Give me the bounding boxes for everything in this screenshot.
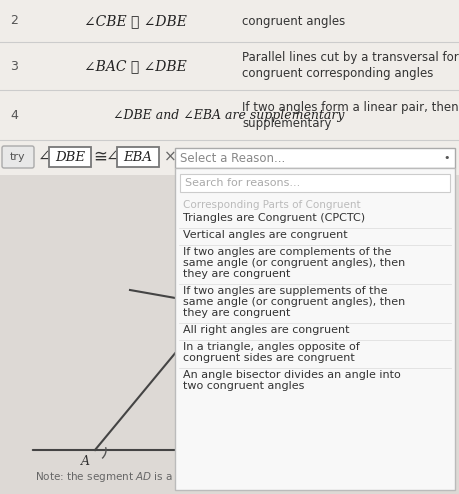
Text: 3: 3: [10, 59, 18, 73]
FancyBboxPatch shape: [2, 146, 34, 168]
Text: congruent angles: congruent angles: [242, 14, 345, 28]
Text: same angle (or congruent angles), then: same angle (or congruent angles), then: [183, 258, 405, 268]
Text: ∠: ∠: [106, 150, 119, 164]
Text: Search for reasons...: Search for reasons...: [185, 178, 300, 188]
Text: If two angles are complements of the: If two angles are complements of the: [183, 247, 392, 257]
Polygon shape: [204, 292, 219, 305]
FancyBboxPatch shape: [117, 147, 159, 167]
Text: same angle (or congruent angles), then: same angle (or congruent angles), then: [183, 297, 405, 307]
Text: they are congruent: they are congruent: [183, 269, 291, 279]
Text: Vertical angles are congruent: Vertical angles are congruent: [183, 230, 347, 240]
Text: ∠CBE ≅ ∠DBE: ∠CBE ≅ ∠DBE: [84, 14, 186, 28]
Text: ∠DBE and ∠EBA are supplementary: ∠DBE and ∠EBA are supplementary: [113, 109, 345, 122]
Text: congruent corresponding angles: congruent corresponding angles: [242, 68, 433, 81]
Text: 4: 4: [10, 109, 18, 122]
Text: DBE: DBE: [55, 151, 85, 164]
Text: Select a Reason...: Select a Reason...: [180, 152, 285, 165]
Text: If two angles form a linear pair, then they are: If two angles form a linear pair, then t…: [242, 100, 459, 114]
Text: In a triangle, angles opposite of: In a triangle, angles opposite of: [183, 342, 360, 352]
Text: B: B: [221, 288, 230, 301]
Text: two congruent angles: two congruent angles: [183, 381, 304, 391]
Text: Parallel lines cut by a transversal form: Parallel lines cut by a transversal form: [242, 51, 459, 65]
Text: ×: ×: [164, 150, 177, 165]
Text: ≅: ≅: [93, 148, 107, 166]
Text: ∠BAC ≅ ∠DBE: ∠BAC ≅ ∠DBE: [84, 59, 186, 73]
FancyBboxPatch shape: [175, 148, 455, 168]
Text: An angle bisector divides an angle into: An angle bisector divides an angle into: [183, 370, 401, 380]
Text: congruent sides are congruent: congruent sides are congruent: [183, 353, 355, 363]
Text: try: try: [10, 152, 26, 162]
FancyBboxPatch shape: [180, 174, 450, 192]
Text: 2: 2: [10, 14, 18, 28]
Text: Note: the segment $AD$ is a straight segment: Note: the segment $AD$ is a straight seg…: [35, 470, 266, 484]
FancyBboxPatch shape: [175, 168, 455, 490]
Text: A: A: [81, 455, 90, 468]
Text: ∠: ∠: [38, 150, 51, 164]
Text: Triangles are Congruent (CPCTC): Triangles are Congruent (CPCTC): [183, 213, 365, 223]
Text: If two angles are supplements of the: If two angles are supplements of the: [183, 286, 387, 296]
Text: they are congruent: they are congruent: [183, 308, 291, 318]
Text: supplementary: supplementary: [242, 117, 331, 129]
Bar: [0, 0, 459, 175]
Text: •: •: [443, 153, 450, 163]
Text: All right angles are congruent: All right angles are congruent: [183, 325, 349, 335]
FancyBboxPatch shape: [49, 147, 91, 167]
Text: EBA: EBA: [123, 151, 152, 164]
Text: Corresponding Parts of Congruent: Corresponding Parts of Congruent: [183, 200, 361, 210]
